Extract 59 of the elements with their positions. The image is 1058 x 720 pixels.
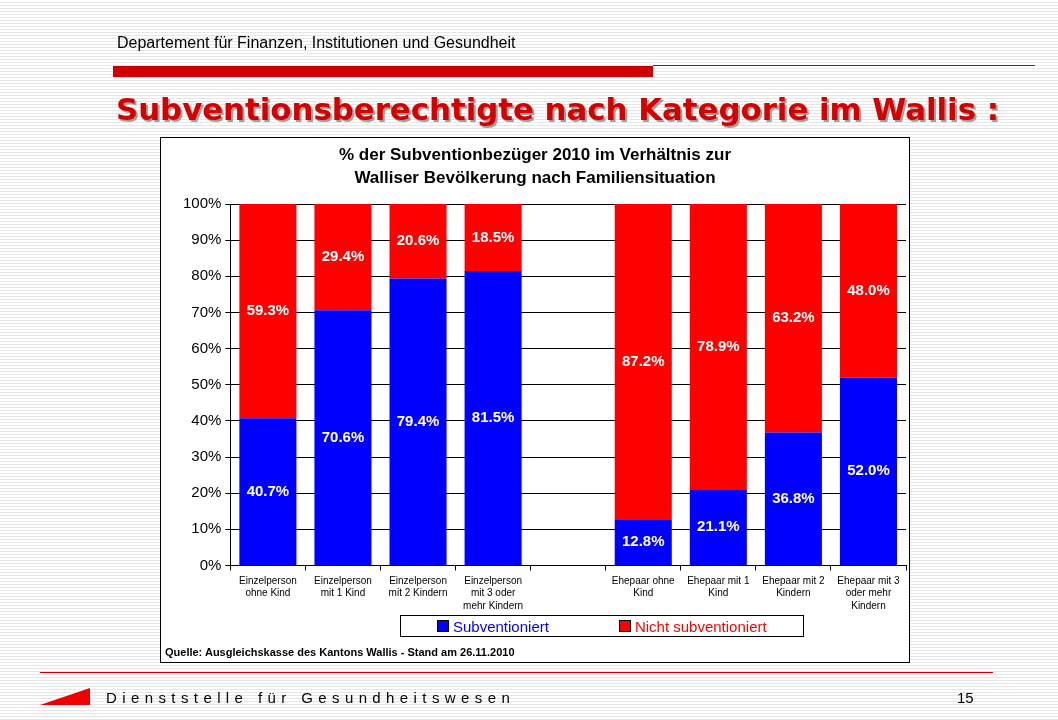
y-tick-label: 100% — [182, 194, 222, 212]
data-label: 20.6% — [396, 231, 440, 249]
data-label: 40.7% — [246, 481, 290, 499]
text: 15 — [957, 689, 974, 706]
bar — [614, 204, 672, 520]
bar — [839, 204, 897, 378]
data-label: 21.1% — [697, 517, 740, 535]
x-tick-label: Einzelperson mit 2 Kindern — [388, 574, 448, 598]
data-label: 70.6% — [321, 427, 365, 445]
y-tick-label: 20% — [191, 483, 222, 501]
source-note: Quelle: Ausgleichskasse des Kantons Wallis - Stand am 26.11.2010 — [165, 646, 515, 658]
x-tick-label: Ehepaar mit 1 Kind — [687, 574, 750, 598]
data-label: 78.9% — [697, 336, 740, 354]
bar — [239, 204, 297, 419]
text: Dienststelle für Gesundheitswesen — [106, 689, 516, 706]
data-label: 79.4% — [396, 411, 440, 429]
data-label: 63.2% — [772, 308, 815, 326]
bar — [389, 204, 447, 279]
bar — [689, 489, 747, 565]
y-tick-label: 90% — [191, 230, 222, 248]
data-label: 52.0% — [847, 461, 890, 479]
x-tick-label: Einzelperson ohne Kind — [238, 574, 297, 598]
text: Nicht subventioniert — [634, 617, 767, 635]
data-label: 12.8% — [621, 532, 665, 550]
data-label: 29.4% — [321, 247, 365, 265]
x-tick-label: Einzelperson mit 1 Kind — [314, 574, 372, 598]
bar — [464, 204, 522, 271]
chart-title: Subventionsberechtigte nach Kategorie im Wallis : — [116, 91, 1000, 127]
text: Departement für Finanzen, Institutionen und Gesundheit — [117, 34, 516, 52]
x-tick-label: Ehepaar mit 3 oder mehr Kindern — [837, 574, 901, 611]
y-tick-label: 80% — [191, 266, 222, 284]
legend-label: Subventioniert — [453, 617, 549, 635]
y-tick-label: 60% — [191, 338, 222, 356]
data-label: 81.5% — [471, 408, 515, 426]
y-tick-label: 70% — [191, 302, 222, 320]
data-label: 59.3% — [246, 301, 290, 319]
y-tick-label: 10% — [191, 519, 222, 537]
bar — [314, 310, 372, 565]
bar — [614, 519, 672, 565]
chart-subtitle: % der Subventionbezüger 2010 im Verhältnis zur Walliser Bevölkerung nach Familiensituation — [337, 144, 733, 189]
x-tick-label: Ehepaar mit 2 Kindern — [762, 574, 825, 598]
data-label: 87.2% — [621, 351, 665, 369]
y-tick-label: 0% — [199, 555, 222, 573]
bar — [389, 278, 447, 565]
y-tick-label: 30% — [191, 447, 222, 465]
y-tick-label: 50% — [191, 374, 222, 392]
data-label: 18.5% — [471, 227, 515, 245]
bar — [314, 204, 372, 311]
bar — [764, 204, 822, 433]
x-tick-label: Einzelperson mit 3 oder mehr Kindern — [463, 574, 524, 611]
x-tick-label: Ehepaar ohne Kind — [611, 574, 676, 598]
data-label: 36.8% — [772, 488, 815, 506]
bar — [239, 418, 297, 565]
y-tick-label: 40% — [191, 411, 222, 429]
bar — [839, 377, 897, 565]
data-label: 48.0% — [847, 280, 890, 298]
bar — [764, 432, 822, 565]
bar — [464, 270, 522, 565]
bar — [689, 204, 747, 490]
